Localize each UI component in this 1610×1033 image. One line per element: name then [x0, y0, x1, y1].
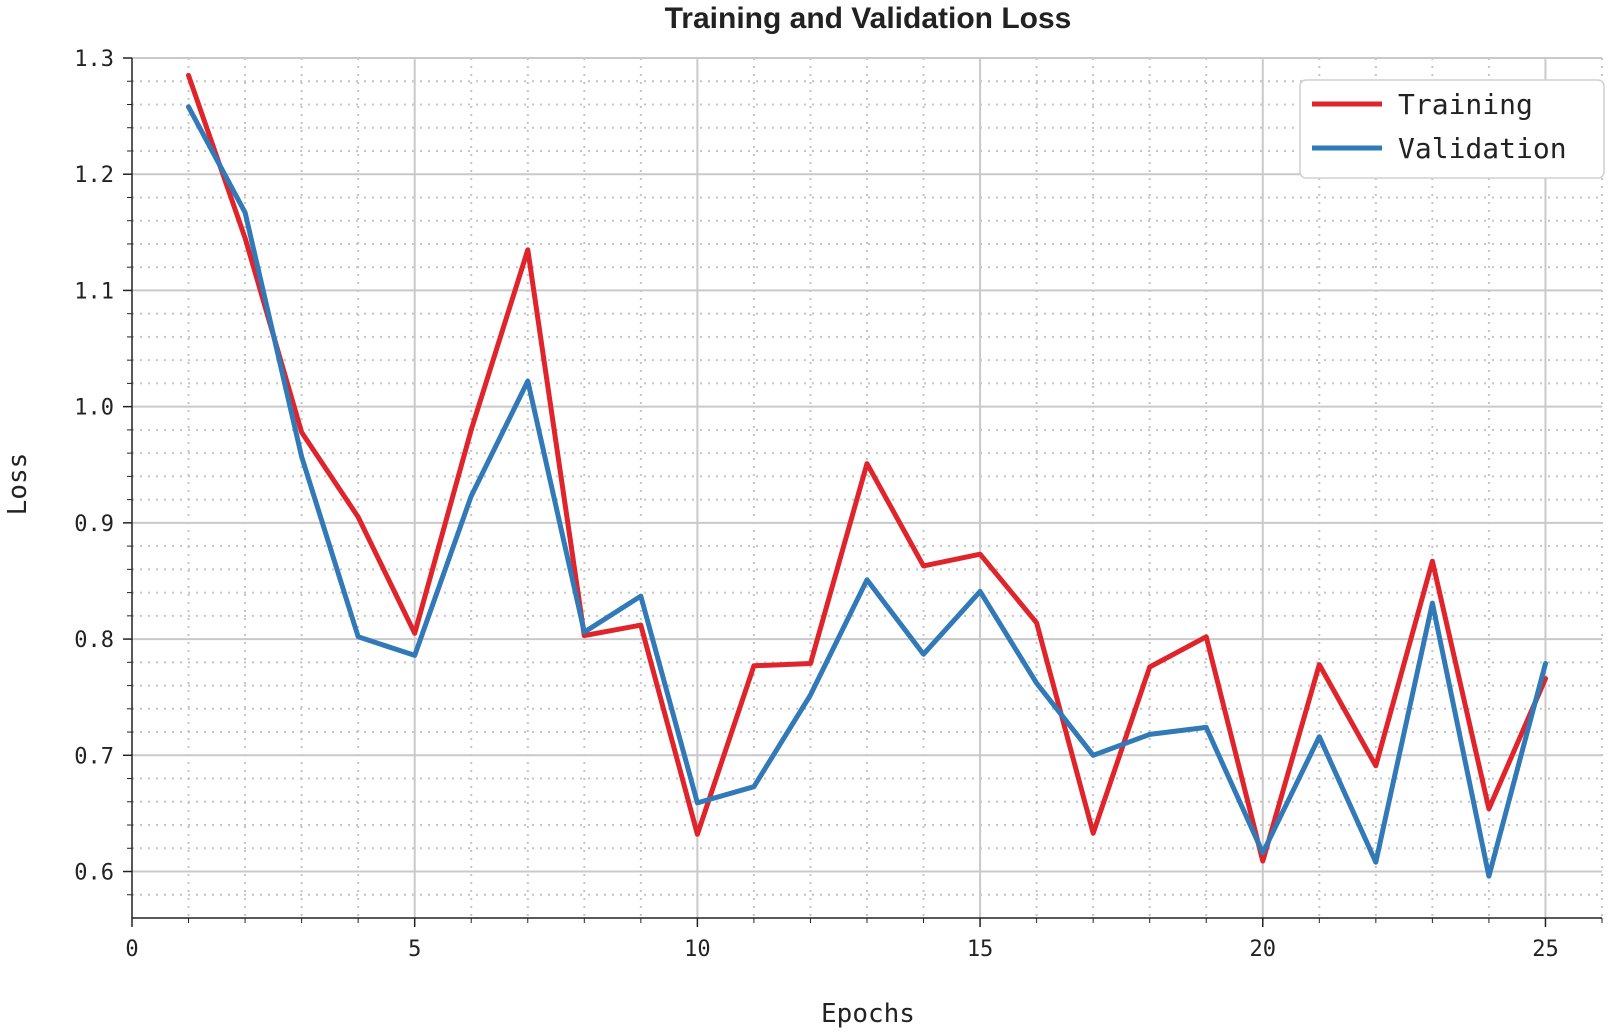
legend: Training Validation: [1299, 79, 1605, 179]
legend-training-label: Training: [1398, 88, 1533, 121]
x-tick-label: 10: [684, 937, 711, 962]
series-line-validation: [186, 104, 1548, 879]
series-line-training: [186, 72, 1548, 864]
x-tick-label: 15: [967, 937, 994, 962]
y-axis-ticks: 0.6 0.7 0.8 0.9 1.0 1.1 1.2 1.3: [74, 47, 132, 896]
y-tick-label: 0.7: [74, 744, 114, 769]
legend-validation-label: Validation: [1398, 132, 1567, 165]
y-axis-label: Loss: [3, 453, 33, 516]
x-tick-label: 25: [1532, 937, 1559, 962]
x-tick-label: 0: [125, 937, 138, 962]
chart-title: Training and Validation Loss: [665, 2, 1072, 35]
x-tick-label: 20: [1250, 937, 1277, 962]
y-tick-label: 1.2: [74, 163, 114, 188]
y-tick-label: 1.1: [74, 279, 114, 304]
series-group: [186, 72, 1548, 879]
x-axis-ticks: 0 5 10 15 20 25: [125, 918, 1603, 962]
y-tick-label: 1.0: [74, 396, 114, 421]
y-tick-label: 0.9: [74, 512, 114, 537]
y-tick-label: 0.6: [74, 861, 114, 886]
y-tick-label: 0.8: [74, 628, 114, 653]
x-axis-label: Epochs: [821, 999, 915, 1029]
y-tick-label: 1.3: [74, 47, 114, 72]
x-tick-label: 5: [408, 937, 421, 962]
